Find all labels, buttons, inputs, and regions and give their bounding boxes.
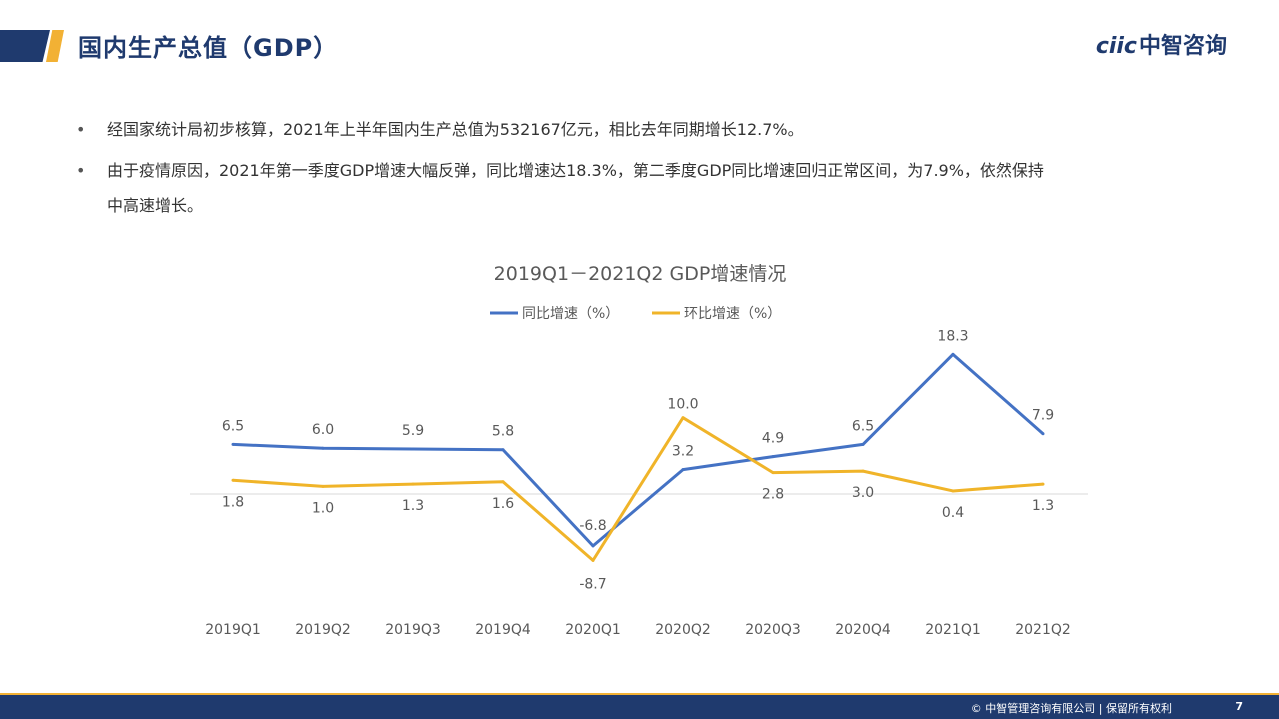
bullet-marker: • bbox=[76, 120, 86, 139]
data-point bbox=[771, 455, 775, 459]
data-point bbox=[321, 484, 325, 488]
footer-copyright: © 中智管理咨询有限公司 | 保留所有权利 bbox=[970, 702, 1172, 715]
data-label: 2.8 bbox=[762, 487, 784, 503]
x-tick-label: 2019Q3 bbox=[385, 622, 441, 638]
data-label: 1.0 bbox=[312, 500, 334, 516]
bullet-list: • 经国家统计局初步核算，2021年上半年国内生产总值为532167亿元，相比去… bbox=[76, 112, 1216, 229]
data-point bbox=[861, 442, 865, 446]
data-label: 1.3 bbox=[402, 498, 424, 514]
header-bar bbox=[0, 30, 50, 62]
data-label: 6.0 bbox=[312, 422, 334, 438]
series-line-1 bbox=[232, 352, 1044, 548]
x-tick-label: 2019Q1 bbox=[205, 622, 261, 638]
x-tick-label: 2019Q2 bbox=[295, 622, 351, 638]
data-point bbox=[231, 442, 235, 446]
data-point bbox=[861, 469, 865, 473]
data-point bbox=[501, 448, 505, 452]
data-label: -6.8 bbox=[579, 518, 606, 534]
data-point bbox=[951, 489, 955, 493]
data-point bbox=[411, 447, 415, 451]
page-title: 国内生产总值（GDP） bbox=[78, 34, 339, 62]
data-point bbox=[1041, 482, 1045, 486]
bullet-marker: • bbox=[76, 161, 86, 180]
x-tick-label: 2020Q1 bbox=[565, 622, 621, 638]
x-tick-label: 2019Q4 bbox=[475, 622, 531, 638]
data-point bbox=[951, 352, 955, 356]
x-tick-label: 2021Q2 bbox=[1015, 622, 1071, 638]
data-label: 6.5 bbox=[222, 418, 244, 434]
data-label: 5.9 bbox=[402, 423, 424, 439]
legend-label-2: 环比增速（%） bbox=[684, 306, 781, 322]
company-logo: ciic中智咨询 bbox=[1096, 28, 1227, 60]
data-point bbox=[231, 478, 235, 482]
data-label: 1.6 bbox=[492, 496, 514, 512]
bullet-text: 由于疫情原因，2021年第一季度GDP增速大幅反弹，同比增速达18.3%，第二季… bbox=[107, 161, 1044, 180]
data-point bbox=[681, 468, 685, 472]
data-label: 18.3 bbox=[937, 328, 968, 344]
data-point bbox=[1041, 432, 1045, 436]
bullet-text-cont: 中高速增长。 bbox=[107, 196, 204, 215]
x-tick-label: 2020Q2 bbox=[655, 622, 711, 638]
logo-cn: 中智咨询 bbox=[1138, 34, 1227, 59]
page-number: 7 bbox=[1235, 700, 1243, 713]
bullet-text: 经国家统计局初步核算，2021年上半年国内生产总值为532167亿元，相比去年同… bbox=[107, 120, 804, 139]
footer: © 中智管理咨询有限公司 | 保留所有权利 7 bbox=[0, 695, 1279, 719]
data-label: 5.8 bbox=[492, 424, 514, 440]
data-point bbox=[681, 416, 685, 420]
data-label: 3.0 bbox=[852, 485, 874, 501]
data-label: 1.3 bbox=[1032, 498, 1054, 514]
data-point bbox=[771, 471, 775, 475]
x-tick-label: 2020Q3 bbox=[745, 622, 801, 638]
x-tick-label: 2020Q4 bbox=[835, 622, 891, 638]
data-label: 4.9 bbox=[762, 431, 784, 447]
legend-label-1: 同比增速（%） bbox=[522, 306, 619, 322]
data-label: 3.2 bbox=[672, 444, 694, 460]
x-tick-label: 2021Q1 bbox=[925, 622, 981, 638]
footer-line bbox=[0, 693, 1279, 695]
data-label: 0.4 bbox=[942, 505, 964, 521]
data-point bbox=[591, 558, 595, 562]
data-label: 6.5 bbox=[852, 418, 874, 434]
data-label: 1.8 bbox=[222, 494, 244, 510]
data-label: 10.0 bbox=[667, 397, 698, 413]
data-label: -8.7 bbox=[579, 576, 606, 592]
series-line-2 bbox=[232, 416, 1044, 562]
logo-en: ciic bbox=[1095, 34, 1137, 59]
data-point bbox=[501, 480, 505, 484]
chart-title: 2019Q1－2021Q2 GDP增速情况 bbox=[494, 263, 787, 285]
data-label: 7.9 bbox=[1032, 408, 1054, 424]
data-point bbox=[591, 544, 595, 548]
data-point bbox=[321, 446, 325, 450]
bullet-item-1: • 经国家统计局初步核算，2021年上半年国内生产总值为532167亿元，相比去… bbox=[76, 112, 1216, 147]
bullet-item-2: • 由于疫情原因，2021年第一季度GDP增速大幅反弹，同比增速达18.3%，第… bbox=[76, 153, 1216, 223]
data-point bbox=[411, 482, 415, 486]
